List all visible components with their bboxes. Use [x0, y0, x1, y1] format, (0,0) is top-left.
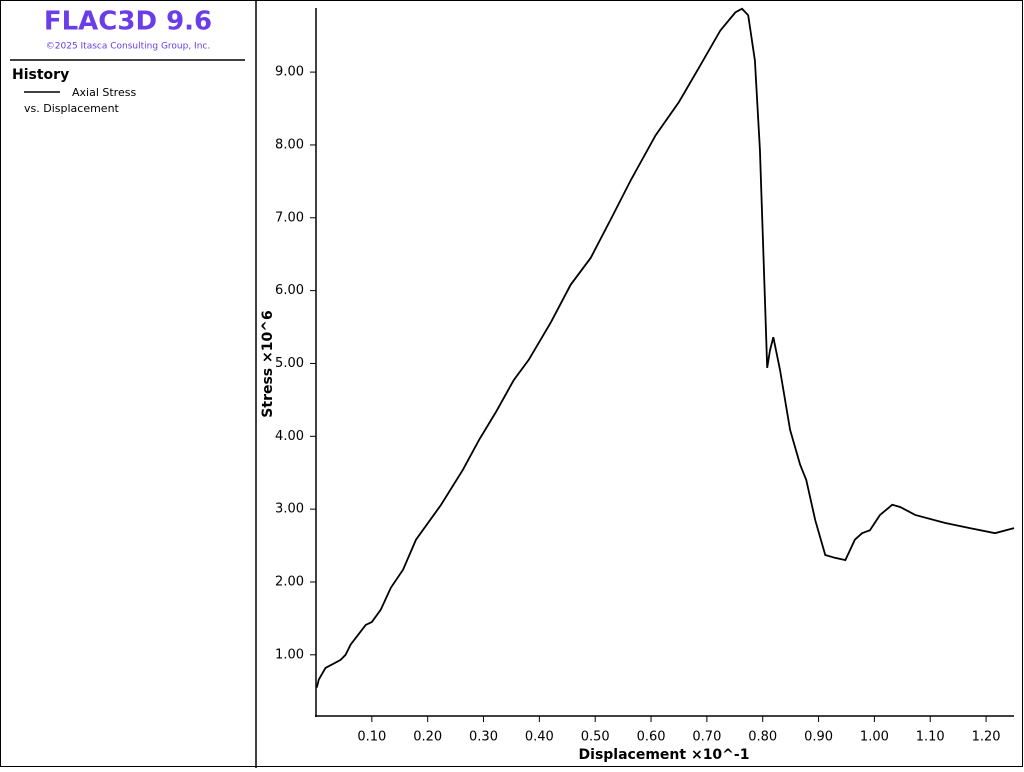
x-tick-label: 0.40 [525, 730, 554, 745]
y-tick-label: 5.00 [275, 356, 304, 371]
x-tick-label: 0.60 [637, 730, 666, 745]
x-tick-label: 0.70 [692, 730, 721, 745]
app-title: FLAC3D 9.6 [44, 7, 212, 37]
legend-title: History [12, 67, 69, 83]
x-tick-label: 0.50 [581, 730, 610, 745]
y-tick-label: 3.00 [275, 502, 304, 517]
x-tick-label: 1.00 [860, 730, 889, 745]
y-tick-label: 6.00 [275, 283, 304, 298]
legend-entry: Axial Stress [72, 86, 136, 99]
x-tick-label: 0.20 [413, 730, 442, 745]
x-tick-label: 1.10 [916, 730, 945, 745]
x-tick-label: 1.20 [972, 730, 1001, 745]
y-axis-label: Stress ×10^6 [260, 310, 276, 417]
x-tick-label: 0.10 [357, 730, 386, 745]
x-axis-label: Displacement ×10^-1 [579, 747, 750, 763]
legend-subtitle: vs. Displacement [24, 102, 120, 115]
series-line [315, 7, 1015, 688]
x-tick-label: 0.90 [804, 730, 833, 745]
x-tick-label: 0.30 [469, 730, 498, 745]
y-tick-label: 7.00 [275, 210, 304, 225]
y-tick-label: 4.00 [275, 429, 304, 444]
y-tick-label: 1.00 [275, 647, 304, 662]
x-tick-label: 0.80 [748, 730, 777, 745]
copyright: ©2025 Itasca Consulting Group, Inc. [46, 42, 210, 52]
y-tick-label: 9.00 [275, 65, 304, 80]
y-tick-label: 8.00 [275, 137, 304, 152]
y-tick-label: 2.00 [275, 574, 304, 589]
